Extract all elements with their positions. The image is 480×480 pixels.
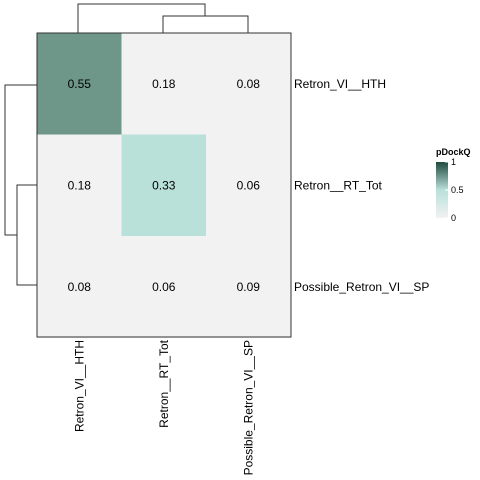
heatmap-cell-r2-c3	[206, 134, 291, 237]
row-label-3: Possible_Retron_VI__SP	[294, 280, 429, 294]
cell-label-r3-c1: 0.08	[68, 280, 92, 294]
cell-label-r1-c1: 0.55	[68, 77, 92, 91]
cell-value-labels: 0.55 0.18 0.08 0.18 0.33 0.06 0.08 0.06 0.09	[68, 77, 261, 294]
cell-label-r1-c3: 0.08	[237, 77, 261, 91]
row-label-2: Retron__RT_Tot	[294, 178, 382, 192]
column-label-1: Retron_VI__HTH	[72, 340, 86, 432]
heatmap-cell-r2-c1	[37, 134, 122, 237]
heatmap-cell-r1-c1	[37, 33, 122, 135]
column-label-2: Retron__RT_Tot	[157, 339, 171, 427]
legend-ticks: 10.50	[445, 157, 464, 223]
column-dendrogram	[77, 3, 249, 33]
cell-label-r3-c2: 0.06	[152, 280, 176, 294]
column-labels: Retron_VI__HTH Retron__RT_Tot Possible_Ret…	[72, 339, 255, 475]
heatmap-cell-r3-c2	[121, 236, 207, 338]
cell-label-r1-c2: 0.18	[152, 77, 176, 91]
cell-label-r2-c1: 0.18	[68, 178, 92, 192]
heatmap-cell-r1-c2	[121, 33, 207, 135]
cell-label-r2-c3: 0.06	[237, 178, 261, 192]
row-dendrogram-link-inner	[16, 184, 37, 286]
cell-label-r2-c2: 0.33	[152, 178, 176, 192]
heatmap-cell-r3-c3	[206, 236, 291, 338]
cell-label-r3-c3: 0.09	[237, 280, 261, 294]
column-label-3: Possible_Retron_VI__SP	[241, 340, 255, 475]
heatmap-cells	[37, 33, 291, 338]
column-dendrogram-link-inner	[162, 15, 249, 33]
row-dendrogram-link-outer	[4, 84, 37, 236]
legend-color-bar	[436, 162, 448, 218]
heatmap-cell-r3-c1	[37, 236, 122, 338]
legend-tick-label-3: 0	[451, 213, 456, 223]
legend-tick-label-2: 0.5	[451, 185, 464, 195]
row-dendrogram	[4, 84, 37, 286]
legend-title: pDockQ	[436, 147, 471, 157]
row-label-1: Retron_VI__HTH	[294, 77, 386, 91]
row-labels: Retron_VI__HTH Retron__RT_Tot Possible_Ret…	[294, 77, 429, 294]
heatmap-cell-r2-c2	[121, 134, 207, 237]
column-dendrogram-link-outer	[77, 3, 206, 33]
legend-tick-label-1: 1	[451, 157, 456, 167]
heatmap-cell-r1-c3	[206, 33, 291, 135]
color-legend: pDockQ 10.50	[436, 147, 471, 223]
